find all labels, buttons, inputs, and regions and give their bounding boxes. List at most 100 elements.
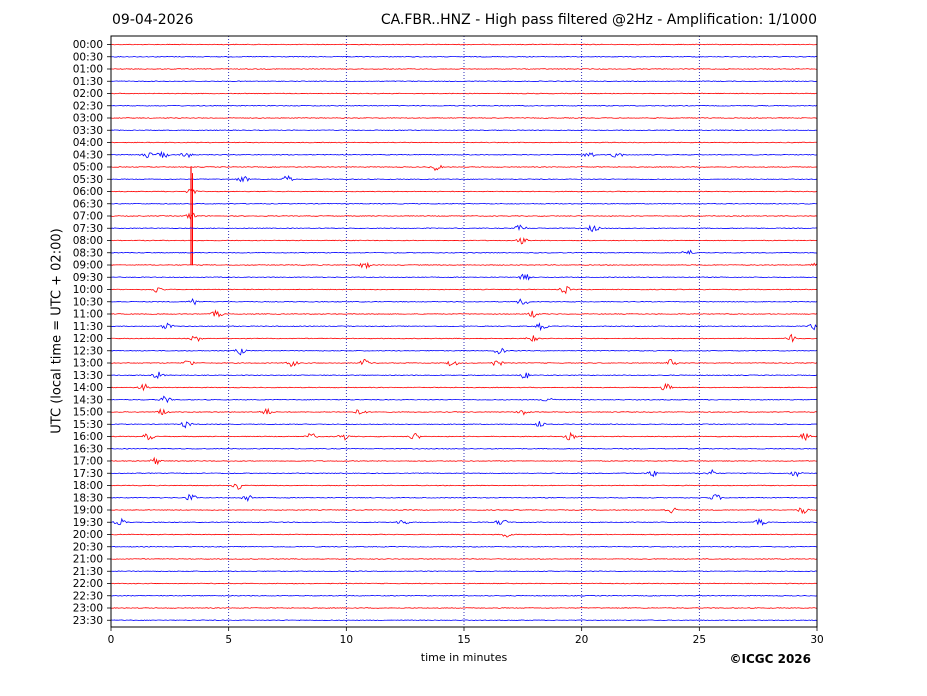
y-tick-label: 18:00	[73, 480, 103, 492]
trace-0430	[110, 150, 817, 159]
trace-0530	[110, 174, 817, 183]
y-tick-label: 22:00	[73, 578, 103, 590]
trace-1230	[110, 347, 817, 356]
x-tick-label: 10	[340, 634, 353, 646]
trace-0730	[110, 224, 817, 233]
y-tick-label: 06:30	[73, 198, 103, 210]
y-tick-label: 14:00	[73, 382, 103, 394]
x-tick-label: 15	[457, 634, 470, 646]
x-tick-label: 20	[575, 634, 588, 646]
y-tick-label: 22:30	[73, 590, 103, 602]
trace-2300	[110, 607, 817, 609]
trace-0230	[110, 104, 817, 107]
chart-title: CA.FBR..HNZ - High pass filtered @2Hz - …	[380, 12, 817, 28]
trace-0700	[110, 212, 817, 220]
y-tick-label: 15:30	[73, 419, 103, 431]
trace-0630	[110, 202, 817, 205]
trace-0300	[110, 117, 817, 119]
trace-1400	[110, 382, 817, 392]
y-tick-label: 12:30	[73, 345, 103, 357]
y-tick-label: 13:30	[73, 370, 103, 382]
y-tick-label: 00:30	[73, 51, 103, 63]
y-tick-label: 11:30	[73, 321, 103, 333]
trace-1600	[110, 431, 817, 442]
y-tick-label: 09:00	[73, 260, 103, 272]
trace-1430	[110, 395, 817, 404]
y-tick-label: 17:00	[73, 456, 103, 468]
y-tick-label: 00:00	[73, 39, 103, 51]
trace-1100	[110, 309, 817, 318]
trace-1330	[110, 371, 817, 380]
trace-0930	[110, 273, 817, 281]
y-tick-label: 08:30	[73, 247, 103, 259]
y-tick-label: 23:30	[73, 615, 103, 627]
trace-0400	[110, 141, 817, 144]
trace-1830	[110, 493, 817, 502]
y-tick-label: 07:00	[73, 211, 103, 223]
y-tick-label: 05:30	[73, 174, 103, 186]
trace-1630	[110, 447, 817, 450]
trace-1700	[110, 456, 817, 466]
y-tick-label: 20:30	[73, 541, 103, 553]
y-tick-label: 01:00	[73, 64, 103, 76]
trace-0200	[110, 92, 817, 95]
y-tick-label: 04:00	[73, 137, 103, 149]
y-tick-label: 17:30	[73, 468, 103, 480]
trace-2130	[110, 570, 817, 573]
y-tick-label: 12:00	[73, 333, 103, 345]
trace-0000	[110, 43, 817, 46]
y-tick-label: 16:30	[73, 443, 103, 455]
trace-2100	[110, 558, 817, 560]
plot-frame	[110, 35, 818, 628]
trace-2230	[110, 594, 817, 597]
trace-0030	[110, 55, 817, 58]
x-tick-layer: 0 5 10 15 20 25 30	[108, 627, 824, 646]
trace-2330	[110, 619, 817, 622]
trace-2030	[110, 545, 817, 548]
y-tick-label: 08:00	[73, 235, 103, 247]
y-tick-label: 04:30	[73, 149, 103, 161]
y-tick-label: 15:00	[73, 407, 103, 419]
trace-1130	[110, 322, 817, 332]
y-tick-label: 06:00	[73, 186, 103, 198]
trace-0100	[110, 68, 817, 70]
x-tick-label: 0	[108, 634, 115, 646]
trace-1000	[110, 285, 817, 295]
y-tick-label: 14:30	[73, 394, 103, 406]
trace-1500	[110, 407, 817, 416]
x-tick-label: 25	[693, 634, 706, 646]
trace-1530	[110, 421, 817, 429]
x-tick-label: 30	[810, 634, 823, 646]
trace-1800	[110, 483, 817, 490]
y-tick-label: 21:00	[73, 554, 103, 566]
trace-layer	[110, 43, 817, 622]
y-tick-label: 11:00	[73, 309, 103, 321]
trace-1730	[110, 468, 817, 478]
y-tick-label: 01:30	[73, 76, 103, 88]
y-tick-label: 16:00	[73, 431, 103, 443]
date-label: 09-04-2026	[112, 12, 194, 28]
trace-1900	[110, 507, 817, 515]
trace-0330	[110, 129, 817, 132]
y-tick-label: 10:30	[73, 296, 103, 308]
y-tick-label: 02:00	[73, 88, 103, 100]
y-tick-label: 18:30	[73, 492, 103, 504]
trace-0830	[110, 249, 817, 255]
trace-1200	[110, 333, 817, 343]
y-tick-layer: 00:0000:3001:0001:3002:0002:3003:0003:30…	[73, 39, 111, 627]
trace-2200	[110, 582, 817, 585]
y-tick-label: 05:00	[73, 162, 103, 174]
trace-0800	[110, 237, 817, 245]
trace-1300	[110, 358, 817, 368]
copyright-label: ©ICGC 2026	[729, 652, 811, 666]
x-axis-label: time in minutes	[420, 651, 508, 664]
y-tick-label: 07:30	[73, 223, 103, 235]
axes-layer	[110, 35, 818, 628]
y-tick-label: 19:30	[73, 517, 103, 529]
y-axis-label: UTC (local time = UTC + 02:00)	[49, 228, 65, 434]
y-tick-label: 13:00	[73, 358, 103, 370]
x-tick-label: 5	[225, 634, 232, 646]
y-tick-label: 02:30	[73, 100, 103, 112]
trace-0900	[110, 261, 817, 270]
